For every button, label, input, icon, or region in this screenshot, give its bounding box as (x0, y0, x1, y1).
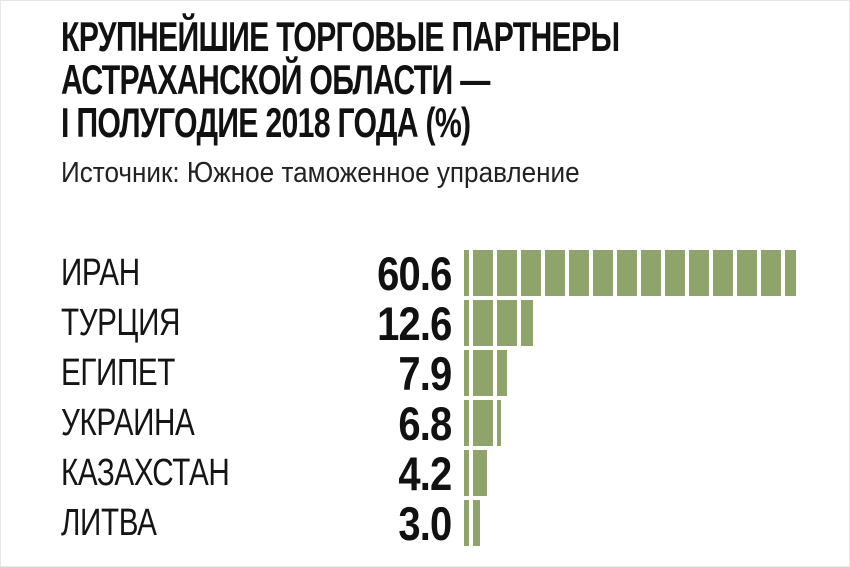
bar-segment (521, 250, 541, 296)
bar-segment (545, 250, 565, 296)
bar (464, 300, 533, 346)
value-cell: 7.9 (354, 346, 452, 401)
chart-row: ЕГИПЕТ 7.9 (61, 346, 849, 401)
category-cell: УКРАИНА (61, 402, 354, 445)
value-label: 6.8 (398, 396, 452, 450)
bar-segment (464, 400, 469, 446)
bar-segment (521, 300, 533, 346)
bar-segment (473, 400, 493, 446)
bar-segment (464, 500, 469, 546)
chart-row: КАЗАХСТАН 4.2 (61, 446, 849, 501)
bar-segment (689, 250, 709, 296)
bar-segment (497, 400, 501, 446)
bar-segment (737, 250, 757, 296)
bar (464, 500, 480, 546)
bar-segment (761, 250, 781, 296)
bar-segment (593, 250, 613, 296)
bar-segment (497, 250, 517, 296)
category-cell: КАЗАХСТАН (61, 452, 354, 495)
source-caption: Источник: Южное таможенное управление (61, 157, 580, 189)
bar (464, 250, 796, 296)
value-label: 7.9 (398, 346, 452, 400)
value-label: 12.6 (376, 296, 452, 350)
chart-row: ТУРЦИЯ 12.6 (61, 296, 849, 351)
category-label: КАЗАХСТАН (61, 451, 230, 494)
bar-segment (497, 350, 507, 396)
value-label: 60.6 (376, 246, 452, 300)
bar (464, 400, 501, 446)
bar-segment (464, 250, 469, 296)
category-cell: ЛИТВА (61, 502, 354, 545)
category-label: ЛИТВА (61, 501, 157, 544)
bar (464, 450, 487, 496)
value-cell: 3.0 (354, 496, 452, 551)
value-cell: 12.6 (354, 296, 452, 351)
bar (464, 350, 507, 396)
bar-segment (473, 450, 487, 496)
bar-segment (473, 250, 493, 296)
bar-segment (617, 250, 637, 296)
bar-segment (497, 300, 517, 346)
title-line-1: КРУПНЕЙШИЕ ТОРГОВЫЕ ПАРТНЕРЫ (61, 13, 620, 60)
category-cell: ТУРЦИЯ (61, 302, 354, 345)
category-label: ЕГИПЕТ (61, 351, 175, 394)
value-cell: 6.8 (354, 396, 452, 451)
bar-segment (569, 250, 589, 296)
category-cell: ЕГИПЕТ (61, 352, 354, 395)
chart-row: ЛИТВА 3.0 (61, 496, 849, 551)
value-label: 3.0 (398, 496, 452, 550)
chart-row: ИРАН 60.6 (61, 246, 849, 301)
bar-segment (641, 250, 661, 296)
bar-segment (785, 250, 796, 296)
category-label: ТУРЦИЯ (61, 301, 180, 344)
bar-segment (464, 300, 469, 346)
bar-segment (473, 300, 493, 346)
bar-segment (473, 350, 493, 396)
bar-segment (713, 250, 733, 296)
category-label: ИРАН (61, 251, 140, 294)
category-label: УКРАИНА (61, 401, 195, 444)
category-cell: ИРАН (61, 252, 354, 295)
bar-segment (464, 450, 469, 496)
chart-row: УКРАИНА 6.8 (61, 396, 849, 451)
title-line-3: I ПОЛУГОДИЕ 2018 ГОДА (%) (61, 99, 471, 146)
title-line-2: АСТРАХАНСКОЙ ОБЛАСТИ — (61, 56, 490, 103)
bar-segment (464, 350, 469, 396)
chart-rows: ИРАН 60.6 ТУРЦИЯ 12.6 ЕГИПЕТ 7.9 УКРАИНА 6.8 КАЗ… (61, 246, 849, 551)
value-label: 4.2 (398, 446, 452, 500)
page-title: КРУПНЕЙШИЕ ТОРГОВЫЕ ПАРТНЕРЫ АСТРАХАНСКО… (61, 15, 849, 144)
value-cell: 4.2 (354, 446, 452, 501)
bar-chart: ИРАН 60.6 ТУРЦИЯ 12.6 ЕГИПЕТ 7.9 УКРАИНА 6.8 КАЗ… (61, 246, 849, 551)
bar-segment (665, 250, 685, 296)
bar-segment (473, 500, 480, 546)
value-cell: 60.6 (354, 246, 452, 301)
